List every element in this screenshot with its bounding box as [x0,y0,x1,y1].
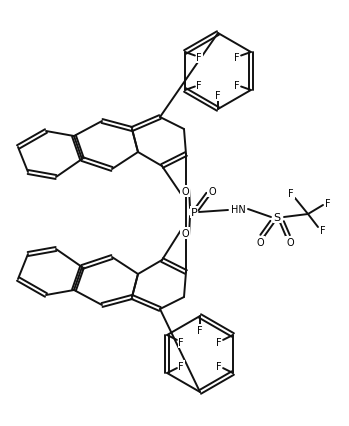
Text: F: F [196,81,202,91]
Text: F: F [178,361,184,371]
Text: O: O [181,228,189,239]
Text: F: F [216,337,222,347]
Text: O: O [286,237,294,248]
Text: O: O [208,187,216,196]
Text: HN: HN [231,204,245,215]
Text: S: S [273,213,281,222]
Text: F: F [234,81,240,91]
Text: P: P [191,207,198,218]
Text: O: O [256,237,264,248]
Text: F: F [325,199,331,208]
Text: F: F [215,91,221,101]
Text: F: F [216,361,222,371]
Text: F: F [178,337,184,347]
Text: F: F [197,325,203,335]
Text: F: F [288,189,294,199]
Text: F: F [196,53,202,63]
Text: O: O [181,187,189,196]
Text: F: F [320,225,326,236]
Text: F: F [234,53,240,63]
